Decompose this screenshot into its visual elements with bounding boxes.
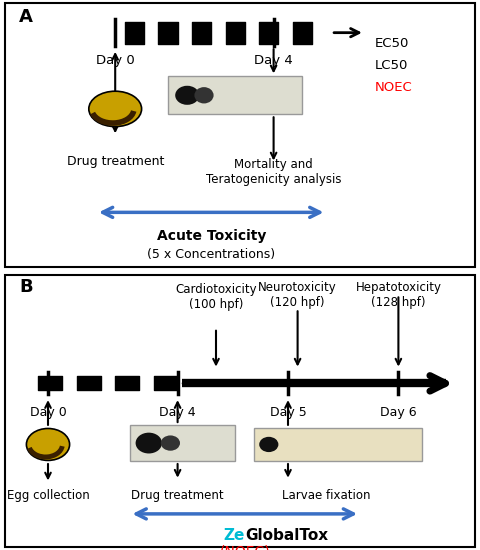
Ellipse shape: [89, 91, 142, 127]
Text: Egg collection: Egg collection: [7, 489, 89, 502]
Ellipse shape: [161, 436, 180, 450]
Text: B: B: [19, 278, 33, 296]
Text: Ze: Ze: [223, 528, 245, 543]
Bar: [130, 425, 235, 461]
Text: Mortality and
Teratogenicity analysis: Mortality and Teratogenicity analysis: [206, 158, 341, 186]
Text: Day 6: Day 6: [380, 405, 417, 419]
Text: Day 0: Day 0: [30, 405, 66, 419]
Text: Larvae fixation: Larvae fixation: [282, 489, 371, 502]
Text: Day 0: Day 0: [96, 54, 134, 68]
Text: Day 4: Day 4: [254, 54, 293, 68]
Text: Acute Toxicity: Acute Toxicity: [156, 229, 266, 243]
Text: Day 5: Day 5: [270, 405, 306, 419]
Text: Hepatotoxicity
(128 hpf): Hepatotoxicity (128 hpf): [355, 280, 442, 309]
Ellipse shape: [194, 87, 214, 103]
Ellipse shape: [259, 437, 278, 452]
Text: Drug treatment: Drug treatment: [67, 155, 164, 168]
Text: Day 4: Day 4: [159, 405, 196, 419]
Bar: [254, 428, 422, 461]
Text: EC50: EC50: [374, 37, 409, 50]
Text: (5 x Concentrations): (5 x Concentrations): [147, 248, 275, 261]
Text: Neurotoxicity
(120 hpf): Neurotoxicity (120 hpf): [258, 280, 337, 309]
Text: Cardiotoxicity
(100 hpf): Cardiotoxicity (100 hpf): [175, 283, 257, 311]
Text: A: A: [19, 8, 33, 26]
Text: LC50: LC50: [374, 59, 408, 72]
Text: NOEC: NOEC: [374, 81, 412, 94]
Ellipse shape: [136, 433, 162, 454]
Ellipse shape: [26, 428, 70, 460]
Text: Drug treatment: Drug treatment: [132, 489, 224, 502]
Ellipse shape: [175, 86, 199, 105]
Bar: [168, 76, 302, 114]
Text: (NOEC): (NOEC): [219, 544, 270, 550]
Text: GlobalTox: GlobalTox: [245, 528, 328, 543]
